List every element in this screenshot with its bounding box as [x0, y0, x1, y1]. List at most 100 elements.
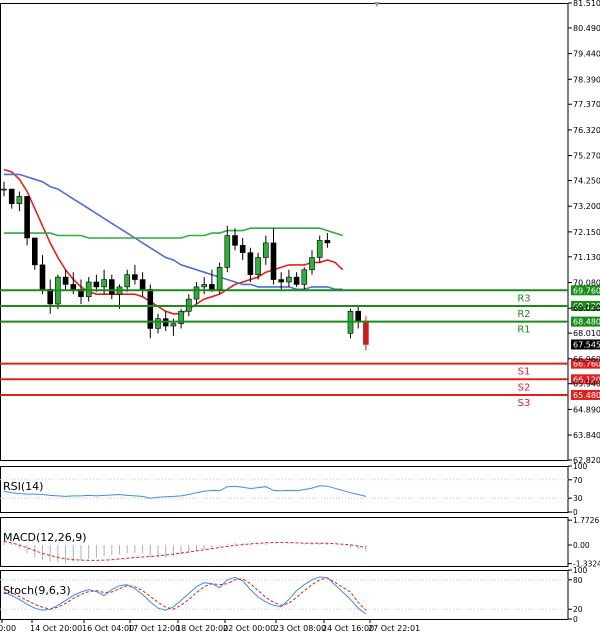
time-tick-label: 27 Oct 22:01	[368, 624, 420, 633]
indicator-tick-label: 0.00	[573, 541, 590, 550]
candle-body	[224, 235, 231, 268]
indicator-tick-label: -1.3324	[573, 560, 600, 569]
price-tick-label: 69.030	[573, 304, 600, 313]
indicator-tick-label: 80	[573, 576, 583, 585]
level-price-tag	[571, 300, 600, 311]
time-tick-label: 00:00	[0, 624, 16, 633]
level-name-s2: S2	[518, 382, 531, 393]
candle-body	[155, 318, 161, 329]
level-name-s3: S3	[518, 398, 531, 409]
indicator-title: MACD(12,26,9)	[3, 531, 87, 544]
ma-line-1	[3, 168, 344, 315]
price-tick-label: 63.840	[573, 431, 600, 440]
panel-frame-main	[0, 3, 569, 461]
candle-body	[16, 196, 23, 205]
price-panel[interactable]	[1, 168, 369, 351]
indicator-tick-label: 20	[573, 605, 583, 614]
panel-frame-macd	[0, 517, 569, 567]
indicator-tick-label: 100	[573, 566, 588, 575]
macd-signal-line	[3, 541, 366, 561]
level-name-r3: R3	[517, 293, 530, 304]
level-price-tag	[571, 374, 600, 385]
price-tick-label: 75.270	[573, 152, 600, 161]
candle-body	[309, 257, 315, 271]
candle-body	[62, 276, 69, 285]
candle-body	[170, 323, 177, 327]
price-axis: 81.510 80.490 79.440 78.390 77.370 76.320 75.2…	[568, 0, 600, 465]
price-tick-label: 70.080	[573, 278, 600, 287]
candle-body	[293, 276, 300, 285]
level-name-r1: R1	[517, 325, 530, 336]
indicator-title: RSI(14)	[3, 480, 43, 493]
candle-body	[363, 320, 369, 345]
candle-body	[232, 235, 238, 246]
pivot-levels: R3 69.760 R2 69.120 R1 68.480 S1 66.760 S2 66.120…	[0, 285, 600, 409]
price-tick-label: 78.390	[573, 75, 600, 84]
candle-body	[270, 242, 277, 280]
level-name-s1: S1	[518, 367, 531, 378]
price-tick-label: 76.320	[573, 126, 600, 135]
panel-frame-rsi	[0, 466, 569, 513]
level-price-tag	[571, 358, 600, 369]
candle-body	[355, 311, 362, 322]
time-tick-label: 18 Oct 20:00	[176, 624, 228, 633]
candle-body	[70, 284, 77, 290]
indicator-tick-label: 0	[573, 508, 578, 517]
price-tick-label: 74.250	[573, 177, 600, 186]
candle-body	[209, 284, 215, 290]
candle-body	[93, 281, 100, 288]
price-tick-label: 62.820	[573, 456, 600, 465]
level-price-label: 69.760	[573, 286, 600, 295]
panel-frame-stoch	[0, 570, 569, 620]
candle-body	[239, 245, 246, 253]
level-name-r2: R2	[517, 309, 530, 320]
price-tick-label: 81.510	[573, 0, 600, 8]
indicator-title: Stoch(9,6,3)	[3, 584, 71, 597]
time-tick-label: 24 Oct 16:00	[322, 624, 374, 633]
indicator-tick-label: 1.7726	[573, 516, 599, 525]
rsi-line	[3, 485, 367, 499]
level-price-label: 66.120	[573, 375, 600, 384]
level-price-tag	[571, 389, 600, 400]
candle-body	[324, 240, 331, 244]
price-tick-label: 73.200	[573, 202, 600, 211]
scroll-marker-icon	[374, 2, 380, 7]
candle-body	[24, 196, 30, 239]
price-tick-label: 71.130	[573, 253, 600, 262]
price-tick-label: 80.490	[573, 24, 600, 33]
candle-body	[1, 188, 7, 191]
price-tick-label: 79.440	[573, 50, 600, 59]
stoch-d-line	[3, 577, 367, 611]
indicator-panels[interactable]: 100 70 30 0 RSI(14) 1.7726 0.00 -1.3324 MACD(12,…	[0, 462, 600, 624]
level-price-label: 68.480	[573, 318, 600, 327]
price-tick-label: 65.940	[573, 380, 600, 389]
indicator-tick-label: 30	[573, 494, 583, 503]
candle-body	[316, 240, 323, 258]
candle-body	[255, 257, 261, 275]
price-tick-label: 66.960	[573, 355, 600, 364]
candle-body	[31, 237, 38, 266]
ma-line-3	[4, 227, 344, 239]
candle-body	[193, 286, 200, 300]
candle-body	[47, 289, 54, 305]
time-tick-label: 22 Oct 00:00	[223, 624, 275, 633]
candle-body	[101, 279, 107, 288]
indicator-tick-label: 0	[573, 615, 578, 624]
level-price-tag	[571, 316, 600, 327]
ma-line-2	[4, 173, 343, 291]
time-tick-label: 17 Oct 12:00	[128, 624, 180, 633]
time-tick-label: 16 Oct 04:00	[82, 624, 134, 633]
candle-body	[286, 276, 292, 283]
candle-body	[8, 188, 15, 205]
current-price-label: 67.545	[573, 340, 600, 349]
candle-body	[216, 267, 223, 290]
candle-body	[247, 252, 254, 275]
time-tick-label: 14 Oct 20:00	[30, 624, 82, 633]
candle-body	[132, 274, 138, 280]
candle-body	[39, 264, 46, 290]
candle-body	[139, 279, 146, 290]
current-price-tag	[571, 339, 600, 350]
